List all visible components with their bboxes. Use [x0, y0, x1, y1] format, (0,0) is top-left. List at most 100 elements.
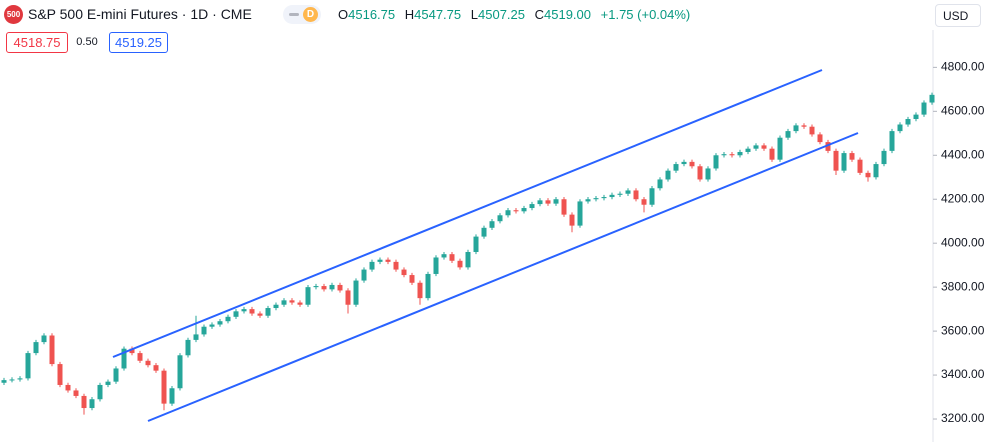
ohlc-value: 4507.25: [478, 7, 525, 22]
sell-button[interactable]: 4518.75: [6, 32, 68, 53]
candle-body: [577, 201, 583, 226]
candle-body: [161, 370, 167, 404]
ohlc-key: L: [470, 7, 478, 22]
candle-body: [289, 300, 295, 303]
candle-body: [737, 151, 743, 156]
candle-body: [361, 269, 367, 281]
candle-body: [545, 200, 551, 204]
candle-body: [49, 335, 55, 365]
candle-body: [729, 154, 735, 156]
y-tick-label: 3400.00: [941, 367, 985, 381]
candle-body: [665, 170, 671, 180]
candle-body: [145, 360, 151, 366]
currency-button[interactable]: USD: [935, 4, 981, 27]
y-tick-label: 4000.00: [941, 235, 985, 249]
candle-body: [825, 142, 831, 151]
candle-body: [89, 399, 95, 409]
ohlc-value: 4519.00: [544, 7, 592, 22]
candle-body: [625, 190, 631, 194]
candle-body: [793, 125, 799, 132]
ohlc-key: C: [534, 7, 545, 22]
candle-body: [865, 172, 871, 178]
candle-body: [153, 365, 159, 371]
ohlc-legend: O4516.75 H4547.75 L4507.25 C4519.00 +1.7…: [338, 7, 690, 22]
candle-body: [257, 313, 263, 316]
candle-body: [553, 199, 559, 204]
symbol-title[interactable]: S&P 500 E-mini Futures · 1D · CME: [28, 6, 252, 22]
candle-body: [457, 260, 463, 268]
candle-body: [449, 254, 455, 261]
candle-body: [185, 339, 191, 356]
candle-body: [497, 215, 503, 222]
candle-body: [785, 131, 791, 138]
candle-body: [169, 388, 175, 404]
candle-body: [321, 286, 327, 290]
y-tick-label: 3800.00: [941, 279, 985, 293]
candle-body: [713, 155, 719, 169]
channel-lower-line[interactable]: [147, 132, 859, 422]
candle-body: [113, 368, 119, 382]
candle-body: [489, 221, 495, 228]
candle-body: [297, 302, 303, 305]
candle-body: [465, 251, 471, 268]
candle-body: [33, 342, 39, 354]
candle-body: [425, 273, 431, 299]
ohlc-key: O: [338, 7, 349, 22]
candle-body: [129, 348, 135, 354]
candle-body: [473, 236, 479, 252]
candle-body: [73, 390, 79, 396]
y-tick-label: 4400.00: [941, 147, 985, 161]
symbol-logo: 500: [4, 5, 23, 24]
candle-body: [513, 210, 519, 212]
candle-body: [9, 379, 15, 381]
status-pill[interactable]: D: [283, 5, 321, 24]
candle-body: [377, 259, 383, 262]
candle-body: [385, 259, 391, 262]
candle-body: [929, 94, 935, 103]
candle-body: [1, 380, 7, 383]
candle-body: [881, 150, 887, 165]
candle-body: [601, 197, 607, 199]
candle-body: [345, 290, 351, 305]
candle-body: [857, 159, 863, 173]
buy-button[interactable]: 4519.25: [109, 32, 168, 53]
candle-body: [721, 154, 727, 156]
candle-body: [409, 275, 415, 283]
candle-body: [537, 200, 543, 205]
candle-body: [273, 304, 279, 309]
candle-body: [641, 199, 647, 205]
candle-body: [417, 282, 423, 299]
candle-body: [593, 198, 599, 200]
candle-body: [25, 353, 31, 379]
candle-body: [241, 309, 247, 312]
candle-body: [921, 102, 927, 115]
candle-body: [569, 214, 575, 226]
candle-body: [745, 148, 751, 152]
candle-body: [689, 161, 695, 167]
candle-body: [193, 334, 199, 340]
candle-body: [209, 324, 215, 327]
candle-body: [801, 125, 807, 127]
candle-body: [561, 199, 567, 215]
candle-body: [649, 188, 655, 205]
channel-upper-line[interactable]: [112, 69, 823, 358]
y-tick-label: 3600.00: [941, 323, 985, 337]
candle-body: [105, 381, 111, 385]
candle-body: [761, 145, 767, 149]
candle-body: [177, 355, 183, 389]
candle-body: [697, 166, 703, 180]
candle-body: [817, 134, 823, 143]
candle-body: [873, 164, 879, 178]
candle-body: [121, 348, 127, 369]
candle-body: [809, 126, 815, 135]
candle-body: [913, 114, 919, 120]
candle-body: [897, 124, 903, 132]
ohlc-value: 4516.75: [348, 7, 396, 22]
candle-body: [905, 119, 911, 125]
candle-body: [777, 137, 783, 160]
candle-body: [353, 280, 359, 305]
candle-body: [833, 150, 839, 171]
candle-body: [201, 326, 207, 335]
